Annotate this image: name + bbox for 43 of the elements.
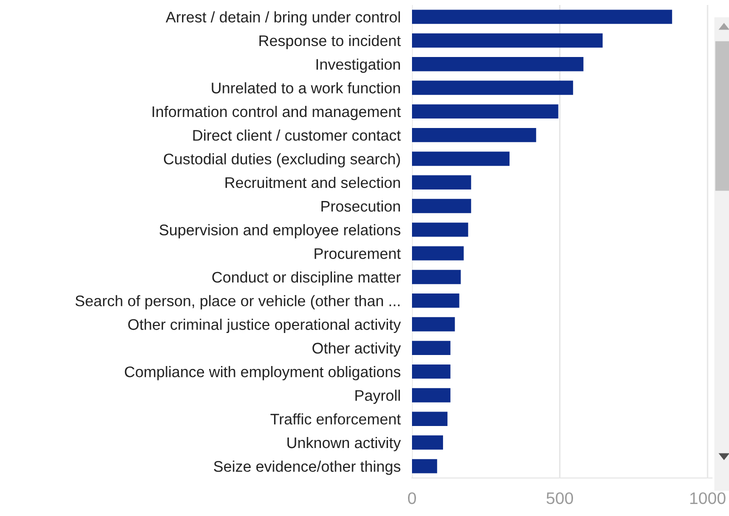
bar bbox=[412, 364, 450, 379]
bar bbox=[412, 80, 574, 95]
y-tick-label: Recruitment and selection bbox=[226, 176, 400, 188]
y-tick-label: Compliance with employment obligations bbox=[124, 366, 400, 380]
bar bbox=[412, 128, 536, 142]
y-tick-label: Prosecution bbox=[321, 200, 400, 212]
y-tick-label: Other activity bbox=[312, 342, 401, 357]
y-tick-label: Conduct or discipline matter bbox=[212, 271, 401, 286]
y-tick-label: Response to incident bbox=[259, 34, 401, 50]
bar bbox=[412, 152, 510, 166]
x-tick-label: 500 bbox=[546, 492, 574, 504]
y-tick-label: Payroll bbox=[355, 390, 400, 404]
bar bbox=[412, 57, 584, 72]
y-tick-label: Unknown activity bbox=[287, 436, 401, 452]
x-tick-label: 0 bbox=[408, 492, 416, 504]
y-tick-label: Search of person, place or vehicle (other than ... bbox=[76, 295, 400, 310]
y-tick-label: Custodial duties (excluding search) bbox=[164, 153, 400, 168]
bar bbox=[412, 175, 472, 190]
bar bbox=[412, 340, 450, 356]
bar bbox=[412, 317, 455, 332]
y-tick-label: Arrest / detain / bring under control bbox=[166, 11, 400, 26]
x-tick-label: 1000 bbox=[690, 492, 726, 504]
bar bbox=[412, 270, 461, 284]
bar bbox=[412, 10, 672, 24]
y-tick-label: Traffic enforcement bbox=[270, 413, 401, 425]
bar bbox=[412, 388, 450, 402]
bar bbox=[412, 412, 448, 426]
y-tick-label: Seize evidence/other things bbox=[214, 460, 400, 475]
bar bbox=[412, 294, 460, 308]
y-tick-label: Procurement bbox=[314, 248, 401, 260]
bar bbox=[412, 198, 472, 214]
bar bbox=[412, 222, 468, 237]
bar bbox=[412, 246, 464, 260]
bar bbox=[412, 435, 444, 450]
bar bbox=[412, 104, 558, 119]
y-tick-label: Unrelated to a work function bbox=[212, 82, 400, 94]
bar bbox=[412, 33, 603, 48]
y-tick-label: Information control and management bbox=[152, 106, 401, 120]
y-tick-label: Investigation bbox=[316, 58, 400, 73]
y-tick-label: Other criminal justice operational activity bbox=[128, 318, 401, 333]
bar bbox=[412, 459, 438, 474]
y-tick-label: Supervision and employee relations bbox=[160, 224, 400, 238]
y-tick-label: Direct client / customer contact bbox=[193, 130, 401, 141]
